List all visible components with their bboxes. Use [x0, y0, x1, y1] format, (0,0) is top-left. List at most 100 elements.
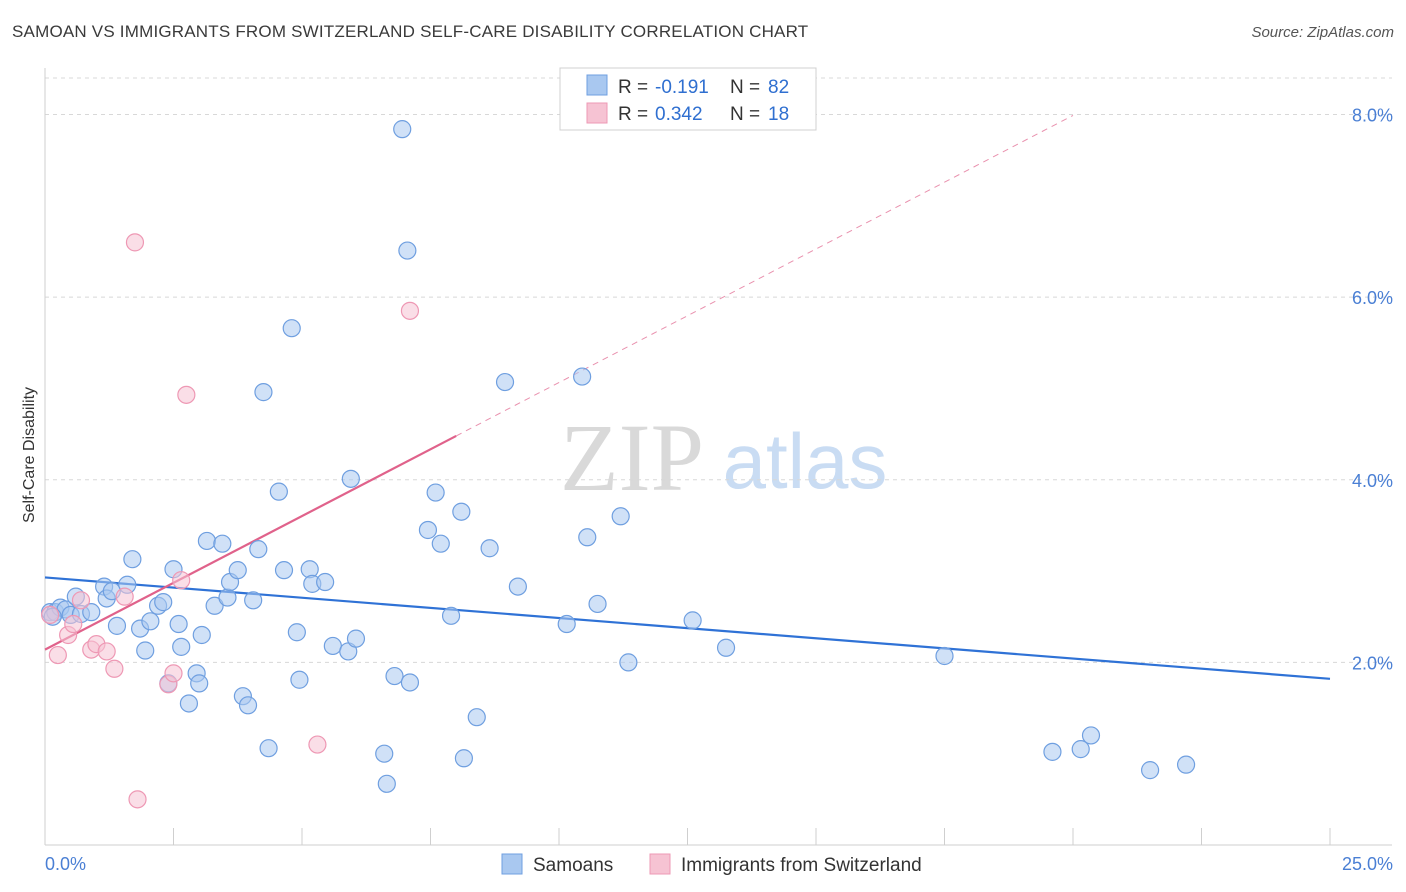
point-samoans	[244, 591, 263, 610]
point-samoans	[136, 641, 155, 660]
point-samoans	[172, 637, 191, 656]
bottom-legend: Samoans Immigrants from Switzerland	[501, 853, 922, 876]
point-samoans	[385, 666, 404, 686]
point-samoans	[290, 670, 309, 689]
legend-n-value-swiss: 18	[768, 104, 789, 125]
point-samoans	[454, 749, 474, 768]
point-samoans	[1043, 742, 1062, 761]
legend-swatch-samoans	[586, 74, 608, 96]
bottom-legend-label-swiss: Immigrants from Switzerland	[681, 855, 922, 876]
point-samoans	[197, 531, 217, 551]
legend-swatch-swiss	[586, 102, 608, 124]
trend-line-samoans	[44, 576, 1331, 680]
trend-line-swiss	[44, 434, 457, 651]
legend-n-label-swiss: N =	[730, 104, 760, 125]
legend-r-label-samoans: R =	[618, 77, 648, 98]
point-samoans	[495, 372, 515, 392]
point-samoans	[452, 502, 471, 521]
point-samoans	[375, 744, 394, 763]
point-samoans	[398, 241, 417, 260]
point-samoans	[573, 367, 592, 386]
legend-r-label-swiss: R =	[618, 104, 648, 125]
y-tick-label: 8.0%	[1352, 106, 1393, 126]
point-samoans	[192, 625, 211, 645]
point-samoans	[480, 539, 499, 558]
point-samoans	[259, 739, 278, 758]
legend: R = -0.191 N = 82 R = 0.342 N = 18	[559, 67, 817, 131]
y-axis-label: Self-Care Disability	[21, 387, 38, 523]
point-samoans	[578, 528, 597, 547]
point-samoans	[508, 577, 527, 596]
point-samoans	[441, 606, 461, 625]
point-swiss	[41, 605, 60, 625]
point-swiss	[97, 642, 116, 661]
point-samoans	[935, 646, 954, 666]
point-samoans	[254, 383, 273, 402]
legend-r-value-swiss: 0.342	[655, 104, 703, 125]
x-tick-label: 25.0%	[1342, 854, 1393, 874]
point-samoans	[431, 534, 450, 553]
point-samoans	[287, 623, 306, 642]
point-samoans	[611, 507, 630, 526]
point-samoans	[218, 588, 237, 607]
point-samoans	[205, 596, 224, 615]
point-samoans	[346, 629, 366, 648]
point-swiss	[125, 233, 145, 252]
point-samoans	[1081, 726, 1101, 745]
point-samoans	[213, 534, 232, 553]
watermark-zip: ZIP	[560, 404, 704, 511]
legend-r-value-samoans: -0.191	[655, 77, 709, 98]
point-samoans	[619, 653, 638, 672]
point-samoans	[393, 120, 412, 139]
point-samoans	[154, 593, 173, 612]
point-samoans	[282, 319, 301, 338]
point-samoans	[316, 572, 335, 592]
point-samoans	[1140, 761, 1160, 780]
point-samoans	[141, 612, 160, 631]
point-samoans	[123, 550, 142, 569]
point-samoans	[179, 694, 199, 713]
point-swiss	[71, 591, 91, 610]
point-samoans	[341, 469, 360, 488]
point-samoans	[557, 614, 576, 634]
point-swiss	[128, 790, 147, 809]
point-samoans	[82, 603, 101, 622]
point-samoans	[228, 561, 247, 580]
point-swiss	[105, 659, 124, 678]
grid-lines	[45, 77, 1392, 663]
axes: 2.0% 4.0% 6.0% 8.0% 0.0% 25.0%	[44, 68, 1393, 874]
bottom-legend-label-samoans: Samoans	[533, 855, 613, 876]
y-tick-label: 6.0%	[1352, 288, 1393, 308]
point-swiss	[400, 301, 420, 320]
point-samoans	[683, 611, 702, 630]
y-tick-label: 4.0%	[1352, 471, 1393, 491]
point-samoans	[107, 616, 127, 635]
point-samoans	[1176, 755, 1196, 774]
point-swiss	[48, 645, 67, 665]
point-samoans	[1071, 740, 1090, 759]
trend-lines	[44, 114, 1331, 680]
chart-title: SAMOAN VS IMMIGRANTS FROM SWITZERLAND SE…	[12, 22, 809, 41]
bottom-legend-swatch-samoans	[501, 853, 523, 875]
point-samoans	[400, 673, 420, 692]
legend-n-value-samoans: 82	[768, 77, 789, 98]
point-samoans	[588, 594, 607, 614]
x-tick-label: 0.0%	[45, 854, 86, 874]
point-swiss	[308, 735, 327, 754]
trend-line-swiss	[455, 114, 1074, 437]
point-swiss	[177, 385, 196, 404]
watermark-atlas: atlas	[723, 417, 888, 505]
legend-n-label-samoans: N =	[730, 77, 760, 98]
point-samoans	[190, 674, 209, 693]
point-samoans	[323, 636, 342, 656]
point-samoans	[426, 483, 445, 502]
chart-source: Source: ZipAtlas.com	[1251, 24, 1394, 41]
y-tick-label: 2.0%	[1352, 653, 1393, 673]
point-samoans	[716, 638, 736, 657]
point-swiss	[115, 587, 134, 606]
point-samoans	[249, 540, 268, 559]
point-samoans	[169, 614, 188, 634]
bottom-legend-swatch-swiss	[649, 853, 671, 875]
point-samoans	[377, 774, 396, 793]
